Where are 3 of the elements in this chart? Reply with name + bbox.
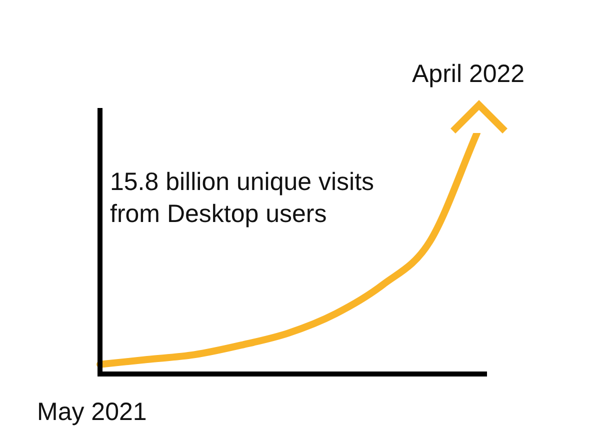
- text: April 2022: [412, 59, 525, 90]
- text: May 2021: [37, 397, 147, 428]
- annotation: 15.8 billion unique visits from Desktop users: [110, 167, 376, 230]
